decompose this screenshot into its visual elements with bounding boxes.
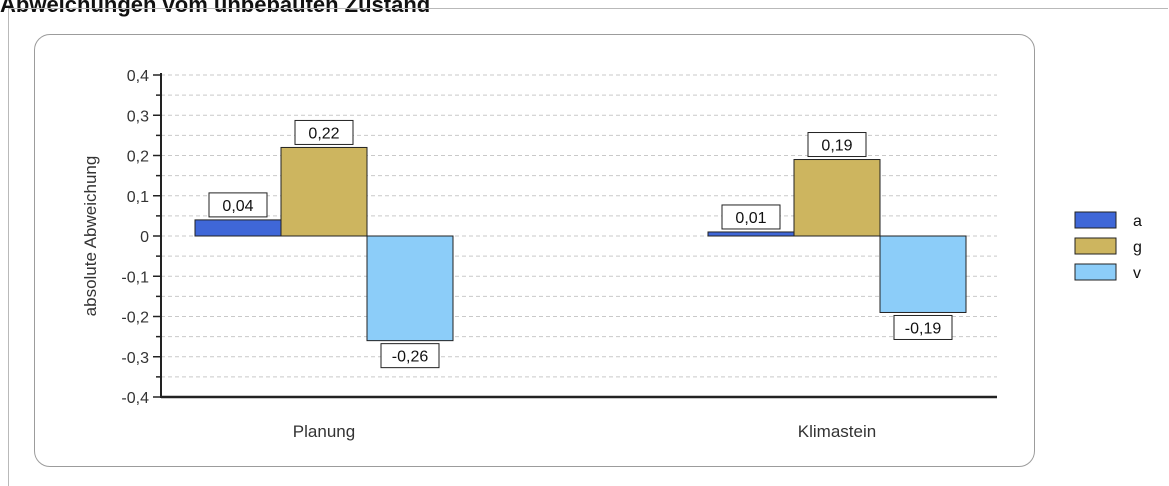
y-tick-label: 0,3 <box>127 108 149 125</box>
y-tick-label: -0,2 <box>121 310 149 327</box>
x-tick-label: Klimastein <box>798 422 876 441</box>
legend-label-v: v <box>1133 265 1141 282</box>
y-tick-label: -0,1 <box>121 269 149 286</box>
chart-panel <box>34 34 1035 467</box>
y-tick-label: 0,1 <box>127 189 149 206</box>
data-label: 0,19 <box>821 138 852 155</box>
data-label-box <box>294 119 354 145</box>
bar-a <box>707 231 795 237</box>
content-frame <box>8 8 1168 486</box>
legend-swatch-v <box>1074 263 1117 281</box>
y-tick-label: 0,4 <box>127 68 149 85</box>
legend-swatch-a <box>1074 211 1117 229</box>
data-label: 0,22 <box>308 125 339 142</box>
y-tick-label: 0,2 <box>127 149 149 166</box>
legend-label-g: g <box>1133 239 1142 256</box>
y-tick-label: -0,4 <box>121 390 149 407</box>
data-label-box <box>807 132 867 158</box>
legend-swatch-g <box>1074 237 1117 255</box>
bar-v <box>879 235 967 313</box>
data-label: -0,19 <box>905 320 942 337</box>
data-label: 0,04 <box>222 198 253 215</box>
x-tick-label: Planung <box>293 422 355 441</box>
bar-g <box>280 146 368 237</box>
data-label-box <box>893 314 953 340</box>
bar-v <box>366 235 454 342</box>
data-label-box <box>380 343 440 369</box>
data-label-box <box>208 192 268 218</box>
legend-label-a: a <box>1133 213 1142 230</box>
data-label: -0,26 <box>392 349 429 366</box>
y-axis-label: absolute Abweichung <box>81 156 100 317</box>
y-tick-label: 0 <box>140 229 149 246</box>
data-label-box <box>721 204 781 230</box>
data-label: 0,01 <box>735 210 766 227</box>
y-tick-label: -0,3 <box>121 350 149 367</box>
bar-a <box>194 219 282 237</box>
bar-g <box>793 159 881 237</box>
